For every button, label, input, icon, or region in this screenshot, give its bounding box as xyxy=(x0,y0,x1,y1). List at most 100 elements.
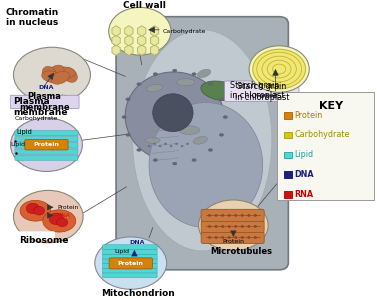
Text: Carbohydrate: Carbohydrate xyxy=(162,29,206,34)
Ellipse shape xyxy=(215,225,217,228)
Ellipse shape xyxy=(95,237,167,289)
FancyBboxPatch shape xyxy=(15,131,78,136)
Polygon shape xyxy=(125,45,133,55)
Ellipse shape xyxy=(34,206,44,215)
Ellipse shape xyxy=(228,236,230,239)
Ellipse shape xyxy=(148,145,150,147)
Text: Plasma
membrane: Plasma membrane xyxy=(14,97,68,117)
FancyBboxPatch shape xyxy=(201,220,264,233)
Text: Protein: Protein xyxy=(57,205,79,210)
Ellipse shape xyxy=(62,67,77,82)
Text: Starch grain
in chloroplast: Starch grain in chloroplast xyxy=(235,82,289,102)
Ellipse shape xyxy=(49,213,64,225)
Text: RNA: RNA xyxy=(294,190,314,199)
Text: Protein: Protein xyxy=(46,94,68,99)
Text: Carbohydrate: Carbohydrate xyxy=(256,93,299,98)
Ellipse shape xyxy=(248,214,250,216)
FancyBboxPatch shape xyxy=(277,92,374,200)
Ellipse shape xyxy=(137,149,141,151)
FancyBboxPatch shape xyxy=(103,268,157,273)
Polygon shape xyxy=(150,45,159,55)
FancyBboxPatch shape xyxy=(103,249,157,254)
Polygon shape xyxy=(112,35,120,46)
Ellipse shape xyxy=(173,162,177,165)
Ellipse shape xyxy=(228,214,230,216)
Ellipse shape xyxy=(241,236,244,239)
Ellipse shape xyxy=(234,214,237,216)
Ellipse shape xyxy=(20,200,51,221)
Polygon shape xyxy=(150,35,159,46)
Ellipse shape xyxy=(241,225,244,228)
FancyBboxPatch shape xyxy=(284,171,292,178)
Ellipse shape xyxy=(109,7,171,55)
Text: Protein: Protein xyxy=(222,239,244,244)
Ellipse shape xyxy=(133,30,272,251)
Text: Lipid: Lipid xyxy=(11,142,26,147)
Ellipse shape xyxy=(181,145,183,147)
FancyBboxPatch shape xyxy=(103,254,157,259)
FancyBboxPatch shape xyxy=(15,137,78,142)
FancyBboxPatch shape xyxy=(15,143,78,148)
Ellipse shape xyxy=(208,236,211,239)
Ellipse shape xyxy=(146,138,160,143)
Ellipse shape xyxy=(51,71,69,84)
FancyBboxPatch shape xyxy=(116,17,288,270)
FancyBboxPatch shape xyxy=(201,231,264,244)
Ellipse shape xyxy=(137,83,141,86)
Ellipse shape xyxy=(208,83,213,86)
Ellipse shape xyxy=(175,143,178,145)
FancyBboxPatch shape xyxy=(103,245,157,250)
FancyBboxPatch shape xyxy=(109,258,152,269)
Ellipse shape xyxy=(253,49,306,89)
Text: RNA: RNA xyxy=(57,213,70,218)
Ellipse shape xyxy=(153,73,158,76)
Ellipse shape xyxy=(222,225,224,228)
Ellipse shape xyxy=(248,225,250,228)
Ellipse shape xyxy=(228,225,230,228)
Text: Lipid: Lipid xyxy=(294,150,314,159)
FancyBboxPatch shape xyxy=(284,152,292,158)
Ellipse shape xyxy=(208,214,211,216)
Ellipse shape xyxy=(48,65,64,79)
FancyBboxPatch shape xyxy=(15,155,78,160)
Text: Cell wall: Cell wall xyxy=(123,1,166,10)
Ellipse shape xyxy=(41,71,61,83)
Ellipse shape xyxy=(192,158,196,161)
FancyBboxPatch shape xyxy=(15,149,78,154)
FancyBboxPatch shape xyxy=(10,95,79,109)
Ellipse shape xyxy=(43,210,76,232)
Ellipse shape xyxy=(159,145,161,147)
Ellipse shape xyxy=(208,149,213,151)
Ellipse shape xyxy=(249,46,309,92)
FancyBboxPatch shape xyxy=(103,273,157,278)
Ellipse shape xyxy=(241,214,244,216)
Polygon shape xyxy=(138,26,146,36)
Text: Carbohydrate: Carbohydrate xyxy=(14,116,58,121)
Text: Protein: Protein xyxy=(34,142,60,147)
Text: Chromatin
in nucleus: Chromatin in nucleus xyxy=(5,8,58,28)
Ellipse shape xyxy=(219,133,224,136)
Ellipse shape xyxy=(126,98,130,101)
Ellipse shape xyxy=(222,236,224,239)
Ellipse shape xyxy=(173,69,177,72)
Ellipse shape xyxy=(125,72,224,162)
Ellipse shape xyxy=(193,137,207,144)
Ellipse shape xyxy=(192,73,196,76)
Ellipse shape xyxy=(222,214,224,216)
FancyBboxPatch shape xyxy=(284,191,292,198)
Ellipse shape xyxy=(254,214,256,216)
Polygon shape xyxy=(138,45,146,55)
Ellipse shape xyxy=(149,103,263,228)
Ellipse shape xyxy=(199,200,268,251)
Ellipse shape xyxy=(219,98,224,101)
Ellipse shape xyxy=(164,143,167,145)
Text: Carbohydrate: Carbohydrate xyxy=(294,130,350,139)
Ellipse shape xyxy=(26,203,40,214)
Ellipse shape xyxy=(197,69,211,78)
Text: Microtubules: Microtubules xyxy=(211,247,273,256)
Ellipse shape xyxy=(14,190,83,243)
Polygon shape xyxy=(112,45,120,55)
Ellipse shape xyxy=(170,145,172,147)
Text: Lipid: Lipid xyxy=(16,129,32,135)
Ellipse shape xyxy=(234,236,237,239)
